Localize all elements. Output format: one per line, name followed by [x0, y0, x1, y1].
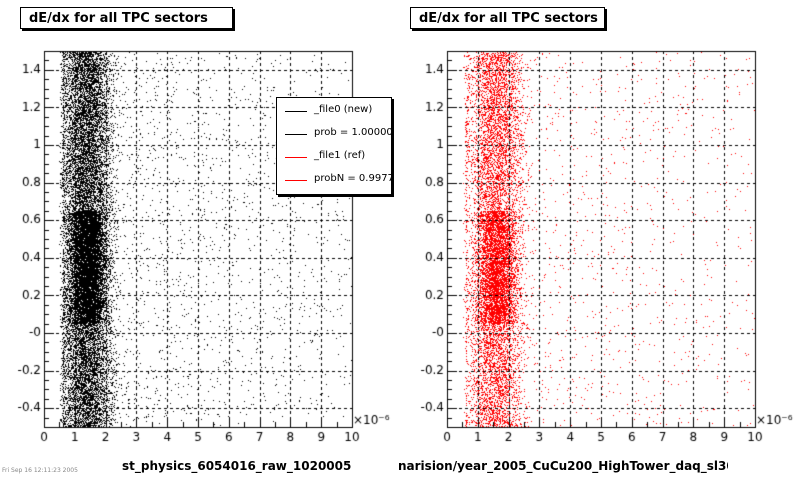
left-x-axis-label: st_physics_6054016_raw_1020005: [122, 459, 352, 473]
legend-label-ref: _file1 (ref): [314, 150, 366, 161]
legend-line-ref: [285, 157, 307, 158]
left-chart-title: dE/dx for all TPC sectors: [20, 7, 233, 29]
legend-line-probn: [285, 180, 307, 181]
legend-entry-ref: _file1 (ref): [277, 146, 391, 168]
footer-timestamp: Fri Sep 16 12:11:23 2005: [2, 467, 78, 474]
legend-line-prob: [285, 134, 307, 135]
legend: _file0 (new) prob = 1.000000 _file1 (ref…: [276, 97, 392, 195]
legend-entry-probn: probN = 0.997712: [277, 169, 391, 191]
right-x-axis-label: narision/year_2005_CuCu200_HighTower_daq…: [398, 459, 728, 473]
legend-entry-new: _file0 (new): [277, 100, 391, 122]
legend-label-probn: probN = 0.997712: [314, 173, 391, 184]
legend-label-prob: prob = 1.000000: [314, 127, 392, 138]
legend-line-new: [285, 111, 307, 112]
legend-label-new: _file0 (new): [314, 104, 373, 115]
right-chart-title: dE/dx for all TPC sectors: [410, 7, 605, 29]
legend-entry-prob: prob = 1.000000: [277, 123, 392, 145]
